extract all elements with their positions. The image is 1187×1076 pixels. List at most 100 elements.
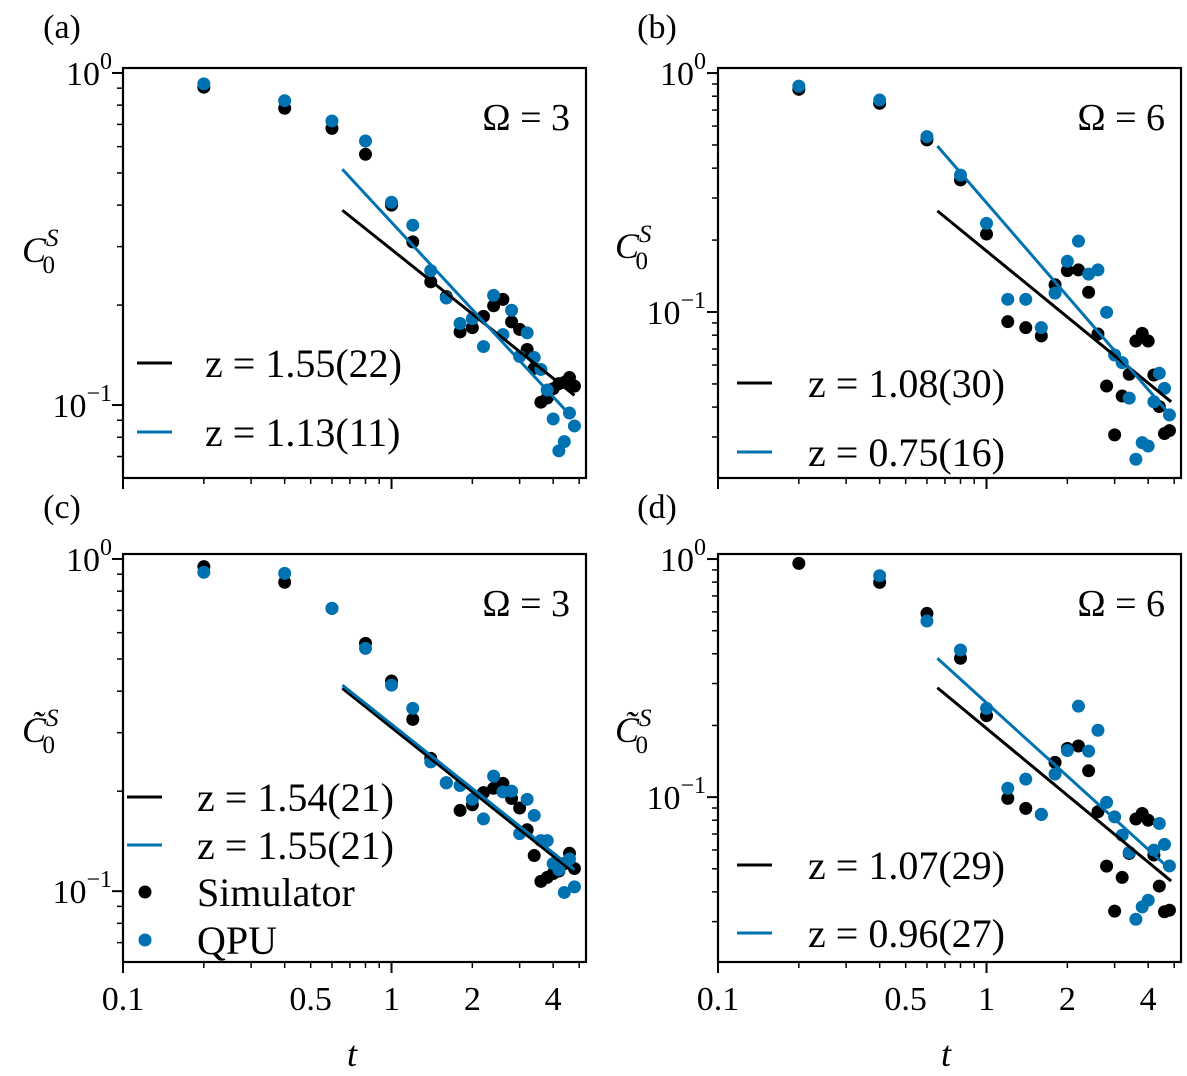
legend-label: z = 0.75(16) (808, 430, 1005, 475)
data-point-qpu (980, 216, 994, 230)
axes-frame (716, 66, 1183, 480)
legend-marker-qpu (138, 933, 152, 947)
panel-letter: (d) (637, 489, 677, 526)
data-point-qpu (1122, 391, 1136, 405)
panel-letter: (b) (637, 9, 677, 46)
data-point-qpu (358, 641, 372, 655)
data-point-qpu (520, 792, 534, 806)
legend-label: z = 0.96(27) (808, 911, 1005, 956)
data-point-qpu (1001, 781, 1015, 795)
data-point-qpu (1157, 381, 1171, 395)
data-point-qpu (1048, 286, 1062, 300)
data-point-qpu (1100, 795, 1114, 809)
data-point-simulator (487, 299, 501, 313)
data-point-simulator (465, 321, 479, 335)
series-qpu (792, 79, 1176, 466)
data-point-qpu (1060, 254, 1074, 268)
data-point-simulator (1060, 264, 1074, 278)
data-point-simulator (1019, 801, 1033, 815)
series-qpu (197, 565, 581, 899)
legend-label: z = 1.55(22) (205, 341, 402, 386)
data-point-qpu (1034, 321, 1048, 335)
fit-line (341, 168, 569, 413)
data-point-qpu (1141, 893, 1155, 907)
data-point-qpu (1019, 772, 1033, 786)
data-point-qpu (487, 288, 501, 302)
data-point-qpu (1082, 744, 1096, 758)
data-point-simulator (1019, 321, 1033, 335)
data-point-qpu (278, 94, 292, 108)
data-point-qpu (476, 340, 490, 354)
data-point-qpu (487, 769, 501, 783)
x-tick-label: 1 (383, 981, 400, 1018)
legend-label: QPU (197, 918, 277, 963)
data-point-simulator (1100, 859, 1114, 873)
data-point-qpu (385, 678, 399, 692)
x-tick-label: 0.5 (289, 981, 332, 1018)
legend-label: z = 1.55(21) (197, 823, 394, 868)
data-point-qpu (1152, 816, 1166, 830)
data-point-simulator (1152, 879, 1166, 893)
y-tick-label: 100 (660, 49, 706, 93)
data-point-qpu (406, 218, 420, 232)
data-point-qpu (1071, 234, 1085, 248)
data-point-simulator (1082, 285, 1096, 299)
data-point-qpu (1129, 452, 1143, 466)
data-point-simulator (1108, 428, 1122, 442)
data-point-qpu (453, 317, 467, 331)
data-point-simulator (1001, 791, 1015, 805)
data-point-qpu (1001, 292, 1015, 306)
fit-line (341, 687, 575, 874)
fit-line (936, 145, 1172, 416)
panel-letter: (c) (43, 489, 81, 526)
omega-annotation: Ω = 3 (482, 583, 570, 625)
y-axis-label: CS 0 (22, 225, 59, 279)
data-point-qpu (1091, 723, 1105, 737)
y-tick-label: 100 (66, 535, 112, 579)
data-point-simulator (406, 712, 420, 726)
axes-frame (716, 552, 1183, 964)
data-point-qpu (920, 614, 934, 628)
y-axis-label: C̃S 0 (615, 705, 652, 759)
data-point-qpu (873, 93, 887, 107)
axes-frame (121, 552, 588, 964)
data-point-simulator (1108, 904, 1122, 918)
legend-marker-simulator (138, 885, 152, 899)
data-point-simulator (358, 147, 372, 161)
data-point-simulator (1115, 870, 1129, 884)
data-point-qpu (546, 412, 560, 426)
y-axis-label: C̃S 0 (22, 705, 59, 759)
data-point-simulator (1071, 739, 1085, 753)
data-point-qpu (567, 419, 581, 433)
data-point-simulator (1048, 755, 1062, 769)
data-point-qpu (385, 195, 399, 209)
data-point-qpu (325, 601, 339, 615)
fit-line (341, 209, 576, 397)
x-axis-label: t (941, 1034, 952, 1074)
data-point-qpu (1019, 292, 1033, 306)
data-point-simulator (527, 849, 541, 863)
legend: z = 1.07(29) z = 0.96(27) (737, 843, 1005, 956)
y-tick-label: 100 (660, 535, 706, 579)
data-point-simulator (1162, 424, 1176, 438)
data-point-qpu (1129, 912, 1143, 926)
data-point-qpu (197, 77, 211, 91)
data-point-qpu (792, 79, 806, 93)
data-point-qpu (567, 880, 581, 894)
data-point-simulator (1100, 379, 1114, 393)
data-point-qpu (358, 134, 372, 148)
data-point-qpu (1071, 699, 1085, 713)
y-axis-label: CS 0 (615, 221, 652, 275)
data-point-qpu (505, 784, 519, 798)
data-point-qpu (1141, 439, 1155, 453)
data-point-simulator (1082, 764, 1096, 778)
data-point-simulator (1001, 315, 1015, 329)
x-tick-label: 0.1 (102, 981, 145, 1018)
panel-letter: (a) (43, 9, 81, 46)
data-point-qpu (920, 130, 934, 144)
panel-a: 100 10−1 CS 0 (a) Ω = 3 z = 1.55(22) z = 1.13(1… (22, 9, 588, 489)
x-tick-label: 0.5 (884, 981, 927, 1018)
axes-frame (121, 66, 588, 480)
data-point-simulator (567, 379, 581, 393)
